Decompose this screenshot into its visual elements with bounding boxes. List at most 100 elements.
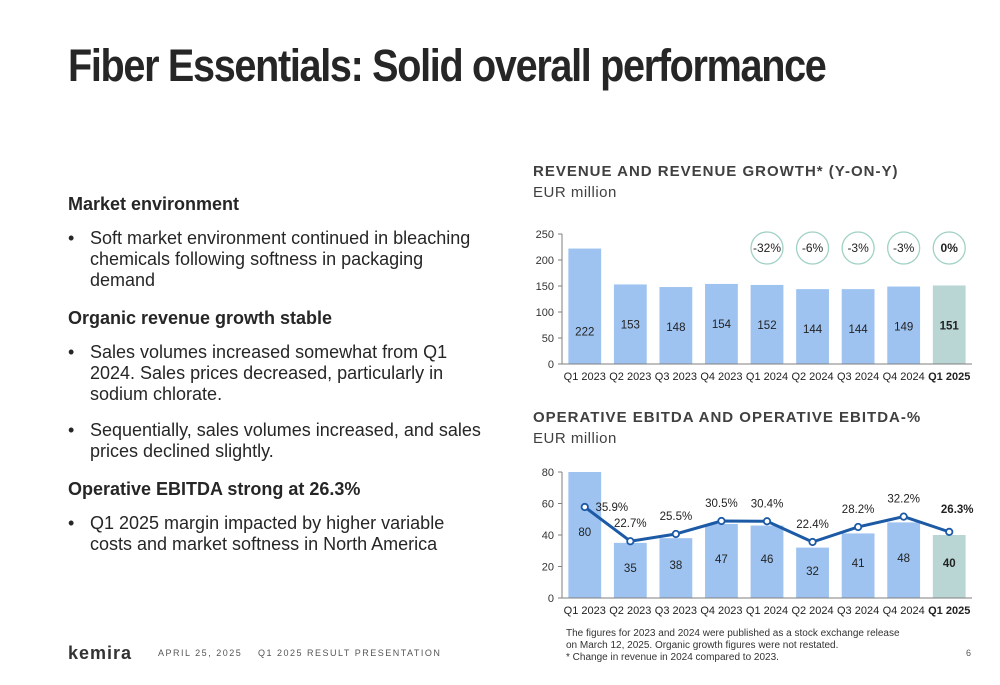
revenue-bar (841, 289, 875, 364)
growth-circle (750, 231, 784, 265)
ebitda-bar-value-label: 32 (806, 566, 819, 578)
ebitda-margin-point (671, 529, 680, 539)
ebitda-ytick-label: 20 (542, 562, 554, 574)
revenue-bar (659, 287, 693, 364)
revenue-ytick-label: 100 (536, 307, 554, 319)
ebitda-bar-value-label: 47 (715, 554, 728, 566)
growth-circle (841, 231, 875, 265)
ebitda-category-label: Q2 2023 (609, 605, 651, 617)
ebitda-bar (568, 472, 602, 598)
growth-label: 0% (941, 241, 959, 255)
footer-presentation: Q1 2025 RESULT PRESENTATION (258, 648, 442, 658)
footnote-line-1: The figures for 2023 and 2024 were publi… (566, 628, 900, 639)
ebitda-margin-point (854, 522, 863, 532)
footnote: The figures for 2023 and 2024 were publi… (566, 628, 900, 664)
revenue-bar-value-label: 153 (621, 319, 640, 331)
revenue-bar-value-label: 149 (894, 322, 913, 334)
bullet-market-1: Soft market environment continued in ble… (68, 228, 488, 291)
ebitda-bar-value-label: 46 (761, 554, 774, 566)
revenue-category-label: Q3 2023 (655, 371, 697, 383)
revenue-bar-value-label: 144 (803, 324, 823, 336)
ebitda-margin-label: 35.9% (595, 502, 628, 514)
ebitda-bar-value-label: 48 (897, 553, 910, 565)
footnote-line-2: on March 12, 2025. Organic growth figure… (566, 640, 839, 651)
ebitda-bar (705, 523, 738, 598)
revenue-bar (887, 286, 921, 364)
ebitda-margin-point (580, 502, 589, 512)
ebitda-margin-label: 22.7% (614, 518, 647, 530)
revenue-bar-value-label: 222 (575, 327, 594, 339)
growth-circle (932, 231, 966, 265)
ebitda-ytick-label: 40 (542, 530, 554, 542)
ebitda-category-label: Q4 2023 (700, 605, 742, 617)
section-heading-market: Market environment (68, 194, 240, 214)
ebitda-margin-label: 25.5% (660, 511, 693, 523)
revenue-ytick-label: 250 (536, 229, 554, 241)
ebitda-bar (659, 538, 693, 598)
revenue-bar-value-label: 154 (712, 319, 732, 331)
ebitda-margin-label: 30.4% (751, 498, 784, 510)
revenue-ytick-label: 150 (536, 281, 554, 293)
growth-label: -3% (847, 241, 869, 255)
revenue-bar (613, 284, 647, 364)
revenue-chart-title: REVENUE AND REVENUE GROWTH* (Y-ON-Y) (533, 163, 899, 180)
ebitda-bar-value-label: 35 (624, 563, 637, 575)
revenue-bar (932, 285, 966, 364)
ebitda-margin-label: 22.4% (796, 519, 829, 531)
ebitda-ytick-label: 60 (542, 499, 554, 511)
ebitda-margin-point (899, 512, 908, 521)
ebitda-category-label: Q2 2024 (791, 605, 833, 617)
ebitda-category-label: Q1 2025 (928, 605, 970, 617)
ebitda-bar (796, 547, 829, 598)
revenue-ytick-label: 50 (542, 333, 554, 345)
footnote-line-3: * Change in revenue in 2024 compared to … (566, 652, 779, 663)
ebitda-margin-point (808, 537, 817, 547)
growth-label: -6% (802, 241, 824, 255)
bullet-organic-1: Sales volumes increased somewhat from Q1… (68, 342, 488, 405)
revenue-category-label: Q4 2023 (700, 371, 742, 383)
ebitda-margin-label: 32.2% (887, 494, 920, 506)
revenue-bar (568, 248, 602, 364)
ebitda-bar-value-label: 41 (852, 558, 865, 570)
ebitda-chart-subtitle: EUR million (533, 430, 617, 447)
ebitda-category-label: Q3 2024 (837, 605, 879, 617)
page-number: 6 (966, 648, 972, 658)
ebitda-margin-point (762, 517, 772, 526)
ebitda-bar-value-label: 40 (943, 558, 956, 570)
ebitda-chart-title: OPERATIVE EBITDA AND OPERATIVE EBITDA-% (533, 409, 922, 426)
ebitda-bar-value-label: 38 (669, 560, 682, 572)
footer-date: APRIL 25, 2025 (158, 648, 243, 658)
bullet-ebitda-1: Q1 2025 margin impacted by higher variab… (68, 513, 488, 555)
ebitda-margin-label: 26.3% (941, 504, 974, 516)
growth-label: -32% (753, 241, 781, 255)
section-heading-ebitda: Operative EBITDA strong at 26.3% (68, 479, 361, 499)
revenue-bar-value-label: 151 (940, 320, 960, 332)
revenue-bar-value-label: 144 (849, 324, 869, 336)
revenue-ytick-label: 0 (548, 359, 554, 371)
revenue-chart-subtitle: EUR million (533, 184, 617, 201)
ebitda-bar-value-label: 80 (578, 527, 591, 539)
ebitda-margin-point (626, 537, 635, 546)
ebitda-category-label: Q3 2023 (655, 605, 697, 617)
revenue-bar (796, 289, 829, 364)
ebitda-bar (887, 522, 921, 598)
bullet-organic-2: Sequentially, sales volumes increased, a… (68, 420, 488, 462)
ebitda-bar (613, 542, 647, 598)
ebitda-margin-point (945, 527, 954, 536)
left-text-panel: Market environment Soft market environme… (68, 192, 488, 570)
revenue-category-label: Q2 2024 (791, 371, 833, 383)
ebitda-bar (932, 535, 966, 598)
ebitda-category-label: Q1 2023 (564, 605, 606, 617)
ebitda-margin-label: 30.5% (705, 498, 738, 510)
revenue-bar-value-label: 148 (666, 322, 685, 334)
ebitda-margin-label: 28.2% (842, 504, 875, 516)
revenue-category-label: Q3 2024 (837, 371, 879, 383)
revenue-category-label: Q1 2024 (746, 371, 788, 383)
revenue-category-label: Q1 2025 (928, 371, 970, 383)
revenue-category-label: Q4 2024 (883, 371, 925, 383)
growth-circle (887, 231, 921, 265)
growth-circle (795, 231, 830, 265)
ebitda-bar (750, 525, 784, 598)
growth-label: -3% (893, 241, 915, 255)
ebitda-ytick-label: 80 (542, 467, 554, 479)
